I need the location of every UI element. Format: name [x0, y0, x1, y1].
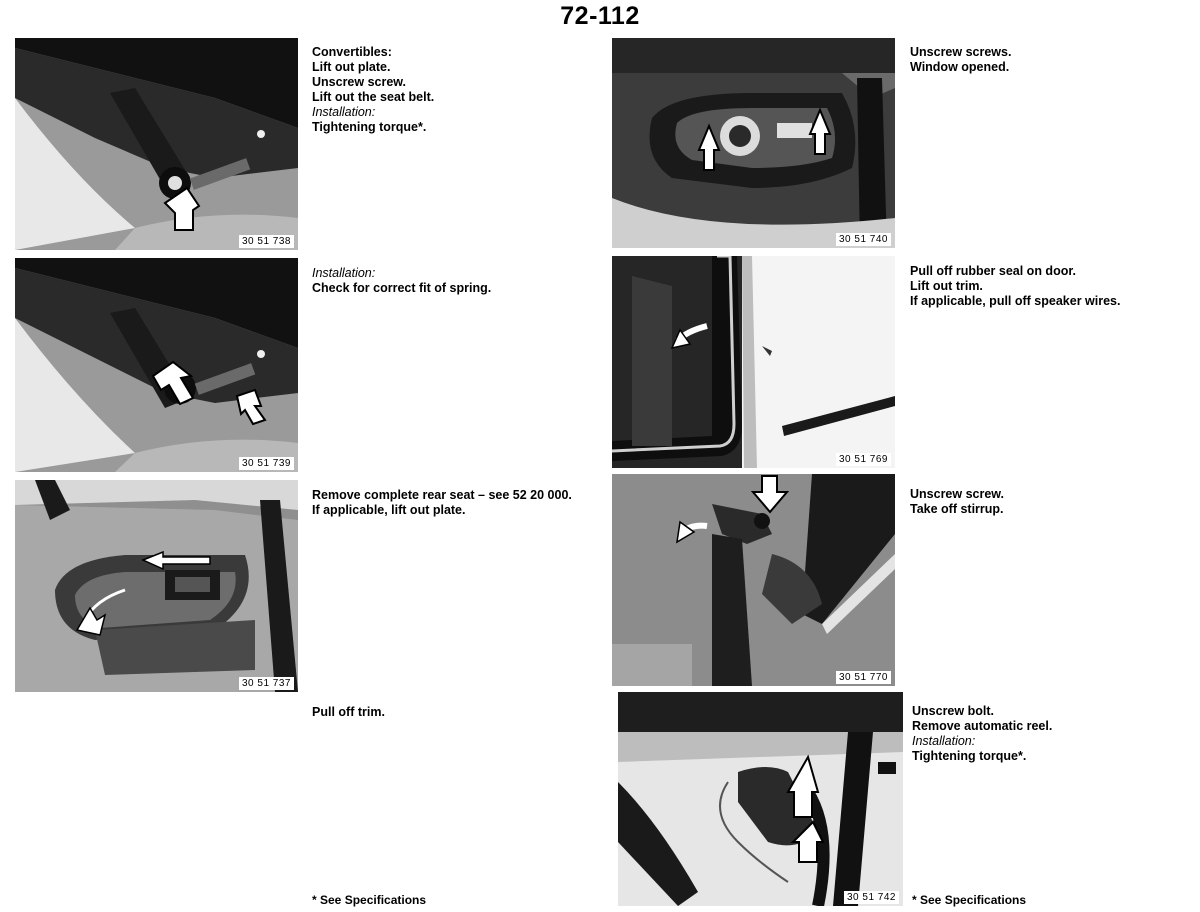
- step-caption: Unscrew bolt. Remove automatic reel. Ins…: [912, 704, 1052, 764]
- step-caption: Pull off trim.: [312, 705, 385, 720]
- footnote: * See Specifications: [912, 893, 1027, 907]
- caption-line: Pull off rubber seal on door.: [910, 264, 1076, 278]
- caption-line: Lift out the seat belt.: [312, 90, 435, 104]
- footnote: * See Specifications: [312, 893, 427, 907]
- caption-line: Installation:: [912, 734, 976, 748]
- caption-line: Unscrew screw.: [312, 75, 407, 89]
- photo-automatic-reel: 30 51 742: [618, 692, 903, 906]
- caption-line: If applicable, pull off speaker wires.: [910, 294, 1121, 308]
- caption-line: Take off stirrup.: [910, 502, 1004, 516]
- step-caption: Unscrew screws. Window opened.: [910, 45, 1011, 75]
- photo-window-screws: 30 51 740: [612, 38, 895, 248]
- caption-line: Convertibles:: [312, 45, 392, 59]
- step-caption: Unscrew screw. Take off stirrup.: [910, 487, 1004, 517]
- photo-id: 30 51 770: [836, 671, 891, 684]
- caption-line: Remove automatic reel.: [912, 719, 1053, 733]
- caption-line: Pull off trim.: [312, 705, 385, 719]
- photo-stirrup-screw: 30 51 770: [612, 474, 895, 686]
- photo-id: 30 51 739: [239, 457, 294, 470]
- caption-line: If applicable, lift out plate.: [312, 503, 466, 517]
- photo-spring-fit: 30 51 739: [15, 258, 298, 472]
- caption-line: Check for correct fit of spring.: [312, 281, 492, 295]
- photo-id: 30 51 740: [836, 233, 891, 246]
- caption-line: Window opened.: [910, 60, 1010, 74]
- caption-line: Lift out plate.: [312, 60, 391, 74]
- photo-id: 30 51 742: [844, 891, 899, 904]
- photo-id: 30 51 737: [239, 677, 294, 690]
- photo-id: 30 51 738: [239, 235, 294, 248]
- step-caption: Installation: Check for correct fit of s…: [312, 266, 491, 296]
- caption-line: Unscrew screws.: [910, 45, 1012, 59]
- photo-id: 30 51 769: [836, 453, 891, 466]
- caption-line: Lift out trim.: [910, 279, 983, 293]
- step-caption: Pull off rubber seal on door. Lift out t…: [910, 264, 1120, 309]
- caption-line: Remove complete rear seat – see 52 20 00…: [312, 488, 572, 502]
- step-caption: Convertibles: Lift out plate. Unscrew sc…: [312, 45, 434, 135]
- page-number: 72-112: [560, 2, 640, 30]
- caption-line: Installation:: [312, 266, 376, 280]
- photo-rubber-seal: 30 51 769: [612, 256, 895, 468]
- caption-line: Unscrew bolt.: [912, 704, 994, 718]
- step-caption: Remove complete rear seat – see 52 20 00…: [312, 488, 572, 518]
- caption-line: Installation:: [312, 105, 376, 119]
- caption-line: Tightening torque*.: [912, 749, 1027, 763]
- caption-line: Unscrew screw.: [910, 487, 1005, 501]
- photo-seat-belt-plate: 30 51 738: [15, 38, 298, 250]
- caption-line: Tightening torque*.: [312, 120, 427, 134]
- photo-rear-seat-plate: 30 51 737: [15, 480, 298, 692]
